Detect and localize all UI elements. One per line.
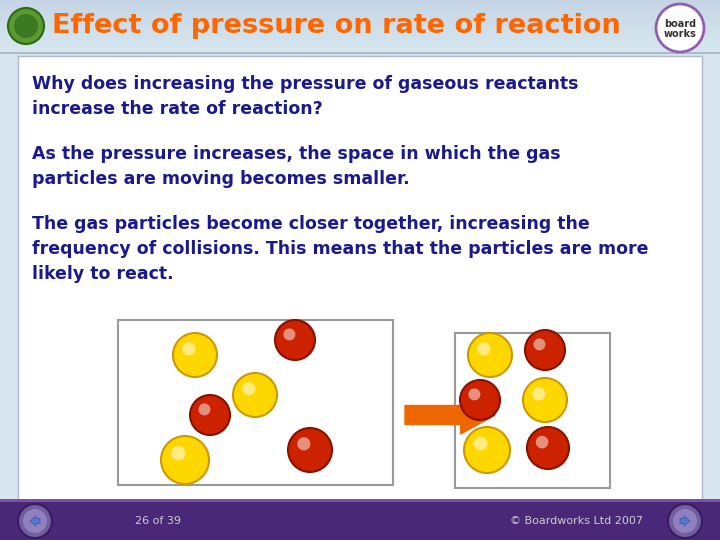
Circle shape	[173, 333, 217, 377]
Bar	[0, 23, 720, 24]
Circle shape	[288, 428, 332, 472]
Circle shape	[527, 427, 569, 469]
Bar	[0, 24, 720, 26]
Circle shape	[23, 509, 47, 533]
Circle shape	[18, 504, 52, 538]
Bar	[0, 43, 720, 45]
Circle shape	[469, 388, 480, 400]
Circle shape	[673, 509, 697, 533]
Circle shape	[477, 342, 490, 355]
Circle shape	[199, 403, 210, 415]
Text: higher pressure: higher pressure	[445, 506, 620, 525]
Bar	[0, 502, 720, 540]
Bar	[0, 17, 720, 19]
Bar	[0, 3, 720, 5]
Bar	[0, 7, 720, 9]
Bar	[0, 19, 720, 21]
Circle shape	[171, 446, 186, 461]
Bar	[0, 40, 720, 42]
Text: 26 of 39: 26 of 39	[135, 516, 181, 526]
Circle shape	[474, 437, 487, 450]
FancyArrow shape	[680, 516, 690, 526]
Text: works: works	[664, 29, 696, 39]
Circle shape	[656, 4, 704, 52]
Bar	[0, 26, 720, 28]
Bar	[0, 0, 720, 2]
Circle shape	[536, 436, 549, 448]
Circle shape	[284, 328, 295, 340]
Bar	[18, 56, 702, 502]
Bar	[0, 2, 720, 3]
Text: Why does increasing the pressure of gaseous reactants
increase the rate of react: Why does increasing the pressure of gase…	[32, 75, 578, 118]
Bar	[0, 12, 720, 14]
Text: The gas particles become closer together, increasing the
frequency of collisions: The gas particles become closer together…	[32, 215, 649, 283]
Text: board: board	[664, 19, 696, 29]
Circle shape	[8, 8, 44, 44]
Bar	[0, 28, 720, 30]
Text: As the pressure increases, the space in which the gas
particles are moving becom: As the pressure increases, the space in …	[32, 145, 561, 188]
Bar	[0, 33, 720, 35]
Text: lower pressure: lower pressure	[174, 503, 338, 522]
Circle shape	[242, 382, 256, 395]
Bar	[0, 5, 720, 7]
Bar	[0, 14, 720, 16]
Circle shape	[297, 437, 310, 450]
Circle shape	[464, 427, 510, 473]
Circle shape	[525, 330, 565, 370]
Circle shape	[14, 14, 38, 38]
Bar	[0, 30, 720, 31]
Bar	[0, 49, 720, 50]
Circle shape	[468, 333, 512, 377]
Bar	[0, 50, 720, 52]
Text: Effect of pressure on rate of reaction: Effect of pressure on rate of reaction	[52, 13, 621, 39]
Circle shape	[182, 342, 195, 355]
Circle shape	[233, 373, 277, 417]
Circle shape	[460, 380, 500, 420]
Circle shape	[532, 387, 546, 401]
Circle shape	[161, 436, 209, 484]
Circle shape	[534, 339, 546, 350]
FancyArrow shape	[30, 516, 40, 526]
Bar	[0, 21, 720, 23]
Bar	[0, 42, 720, 43]
Bar	[0, 10, 720, 12]
Bar	[0, 16, 720, 17]
Circle shape	[668, 504, 702, 538]
Circle shape	[523, 378, 567, 422]
Bar	[0, 31, 720, 33]
Bar	[0, 38, 720, 40]
Bar	[118, 320, 393, 485]
Bar	[0, 47, 720, 49]
Circle shape	[275, 320, 315, 360]
FancyArrow shape	[405, 396, 495, 434]
Bar	[0, 499, 720, 502]
Circle shape	[190, 395, 230, 435]
Bar	[0, 35, 720, 36]
Bar	[455, 333, 610, 488]
Bar	[0, 45, 720, 47]
Bar	[0, 36, 720, 38]
Text: © Boardworks Ltd 2007: © Boardworks Ltd 2007	[510, 516, 642, 526]
Bar	[0, 52, 720, 54]
Bar	[0, 9, 720, 10]
